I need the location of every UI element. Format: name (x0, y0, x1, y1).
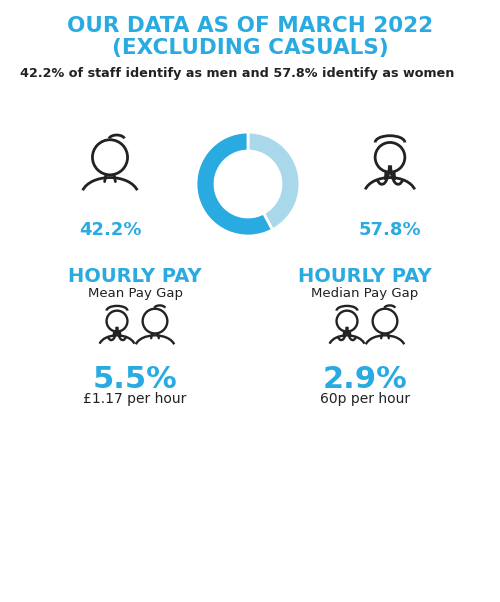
Text: £1.17 per hour: £1.17 per hour (84, 392, 186, 406)
Text: 42.2%: 42.2% (79, 221, 142, 239)
Text: Mean Pay Gap: Mean Pay Gap (88, 288, 182, 300)
Text: 5.5%: 5.5% (92, 365, 178, 394)
Text: HOURLY PAY: HOURLY PAY (68, 267, 202, 285)
Text: Median Pay Gap: Median Pay Gap (312, 288, 418, 300)
Text: HOURLY PAY: HOURLY PAY (298, 267, 432, 285)
Text: 42.2% of staff identify as men and 57.8% identify as women: 42.2% of staff identify as men and 57.8%… (20, 67, 454, 81)
Text: 57.8%: 57.8% (358, 221, 422, 239)
Text: (EXCLUDING CASUALS): (EXCLUDING CASUALS) (112, 38, 388, 58)
Wedge shape (196, 132, 272, 236)
Text: OUR DATA AS OF MARCH 2022: OUR DATA AS OF MARCH 2022 (67, 16, 433, 36)
Text: 2.9%: 2.9% (322, 365, 408, 394)
Circle shape (215, 151, 281, 217)
Wedge shape (248, 132, 300, 230)
Text: 60p per hour: 60p per hour (320, 392, 410, 406)
